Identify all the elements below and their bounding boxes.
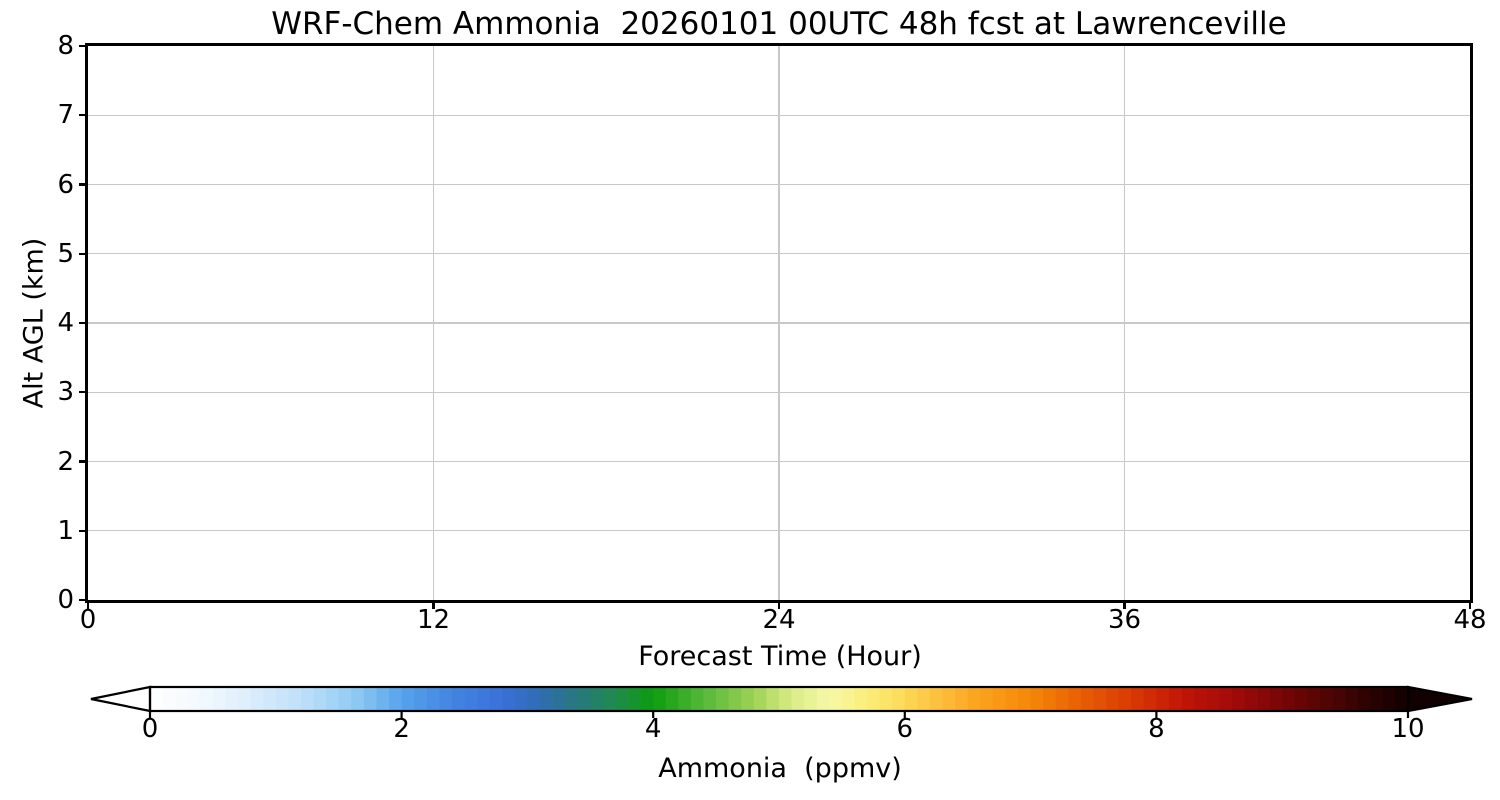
y-tick-label: 3 (57, 377, 74, 408)
y-tick-label: 4 (57, 308, 74, 338)
x-tick-mark (777, 603, 781, 609)
colorbar (80, 676, 1492, 722)
x-tick-label: 0 (79, 605, 97, 635)
gridline-horizontal (88, 183, 1470, 186)
x-tick-mark (432, 603, 435, 609)
y-tick-label: 0 (57, 585, 74, 615)
y-tick-label: 7 (57, 100, 74, 131)
gridline-horizontal (88, 114, 1470, 116)
x-axis-label: Forecast Time (Hour) (638, 641, 922, 672)
gridlines (88, 46, 1470, 600)
x-tick-mark (1468, 603, 1472, 609)
gridline-horizontal (88, 253, 1470, 255)
y-tick-label: 2 (57, 446, 74, 477)
chart-title: WRF-Chem Ammonia 20260101 00UTC 48h fcst… (271, 6, 1287, 42)
y-tick-label: 8 (57, 31, 74, 61)
y-tick-label: 6 (57, 169, 74, 200)
plot-area (85, 43, 1473, 603)
x-tick-mark (86, 603, 90, 609)
y-axis-label: Alt AGL (km) (18, 237, 50, 409)
gridline-horizontal (88, 322, 1470, 324)
y-tick-label: 1 (57, 515, 74, 546)
gridline-horizontal (88, 530, 1470, 532)
y-tick-label: 5 (57, 238, 74, 269)
x-tick-label: 36 (1107, 605, 1142, 635)
x-tick-label: 48 (1453, 605, 1487, 635)
colorbar-label: Ammonia (ppmv) (658, 753, 902, 784)
x-tick-label: 24 (762, 605, 796, 635)
x-tick-label: 12 (416, 605, 451, 635)
gridline-horizontal (88, 460, 1470, 463)
x-tick-mark (1123, 603, 1126, 609)
gridline-horizontal (88, 391, 1470, 393)
